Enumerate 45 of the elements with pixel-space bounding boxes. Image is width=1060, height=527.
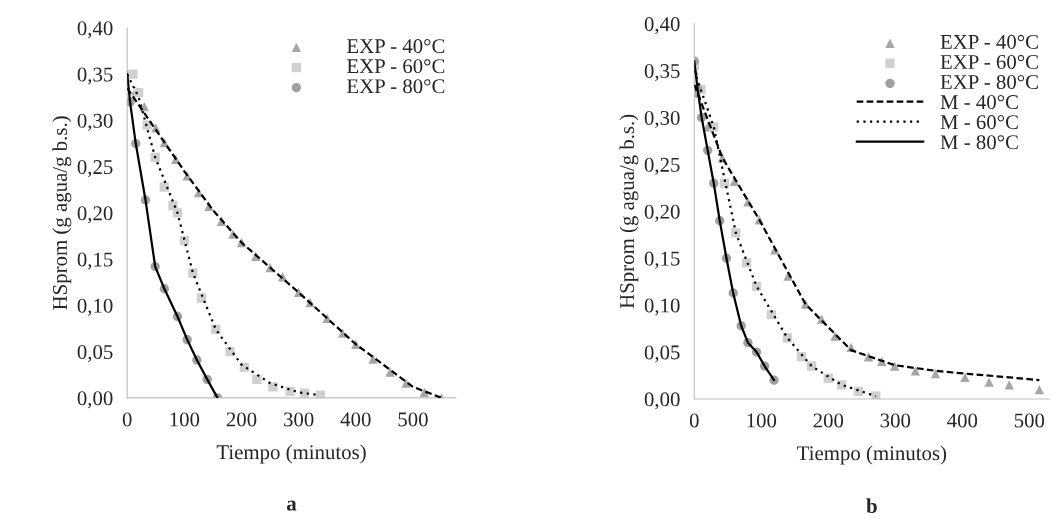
y-axis-title: HSprom (g agua/g b.s.): [52, 116, 72, 310]
y-tick-label: 0,40: [77, 21, 113, 39]
y-tick-label: 0,10: [644, 298, 680, 316]
legend-label: M - 80°C: [940, 135, 1018, 150]
text: a: [286, 500, 297, 511]
legend-label: EXP - 80°C: [346, 79, 445, 94]
y-tick-label: 0,10: [77, 298, 113, 316]
x-tick-label: 300: [284, 412, 314, 427]
y-tick-label: 0,25: [644, 157, 680, 175]
x-tick-label: 400: [947, 413, 978, 428]
y-axis-title: HSprom (g agua/g b.s.): [619, 114, 639, 309]
legend-label: EXP - 80°C: [940, 74, 1038, 90]
y-tick-label: 0,25: [77, 160, 113, 178]
x-tick-label: 0: [689, 413, 699, 428]
y-tick-label: 0,05: [644, 345, 680, 363]
legend-label: EXP - 40°C: [940, 34, 1038, 49]
y-tick-label: 0,20: [77, 206, 113, 224]
legend-label: M - 40°C: [940, 95, 1018, 110]
x-tick-label: 500: [1014, 413, 1045, 428]
x-tick-label: 200: [813, 413, 844, 428]
y-tick-label: 0,15: [77, 252, 113, 270]
legend-label: EXP - 60°C: [940, 54, 1038, 69]
y-tick-label: 0,20: [644, 204, 680, 222]
y-tick-label: 0,35: [77, 67, 113, 85]
y-tick-label: 0,15: [644, 251, 680, 269]
x-tick-label: 500: [398, 412, 428, 427]
x-tick-label: 300: [880, 413, 911, 428]
legend-label: EXP - 40°C: [346, 39, 445, 54]
y-tick-label: 0,40: [644, 17, 680, 35]
text: b: [866, 498, 877, 514]
legend-label: M - 60°C: [940, 115, 1018, 130]
x-tick-label: 400: [340, 412, 371, 427]
y-tick-label: 0,05: [77, 345, 113, 363]
x-axis-title: Tiempo (minutos): [797, 445, 947, 465]
y-tick-label: 0,30: [644, 110, 680, 128]
x-tick-label: 200: [226, 412, 257, 427]
y-tick-label: 0,30: [77, 113, 113, 131]
y-tick-label: 0,35: [644, 63, 680, 82]
x-tick-label: 100: [170, 412, 200, 427]
legend-label: EXP - 60°C: [346, 59, 445, 74]
y-tick-label: 0,00: [644, 392, 680, 410]
x-tick-label: 0: [122, 412, 132, 427]
x-axis-title: Tiempo (minutos): [216, 444, 366, 464]
x-tick-label: 100: [747, 413, 777, 428]
y-tick-label: 0,00: [77, 391, 113, 409]
